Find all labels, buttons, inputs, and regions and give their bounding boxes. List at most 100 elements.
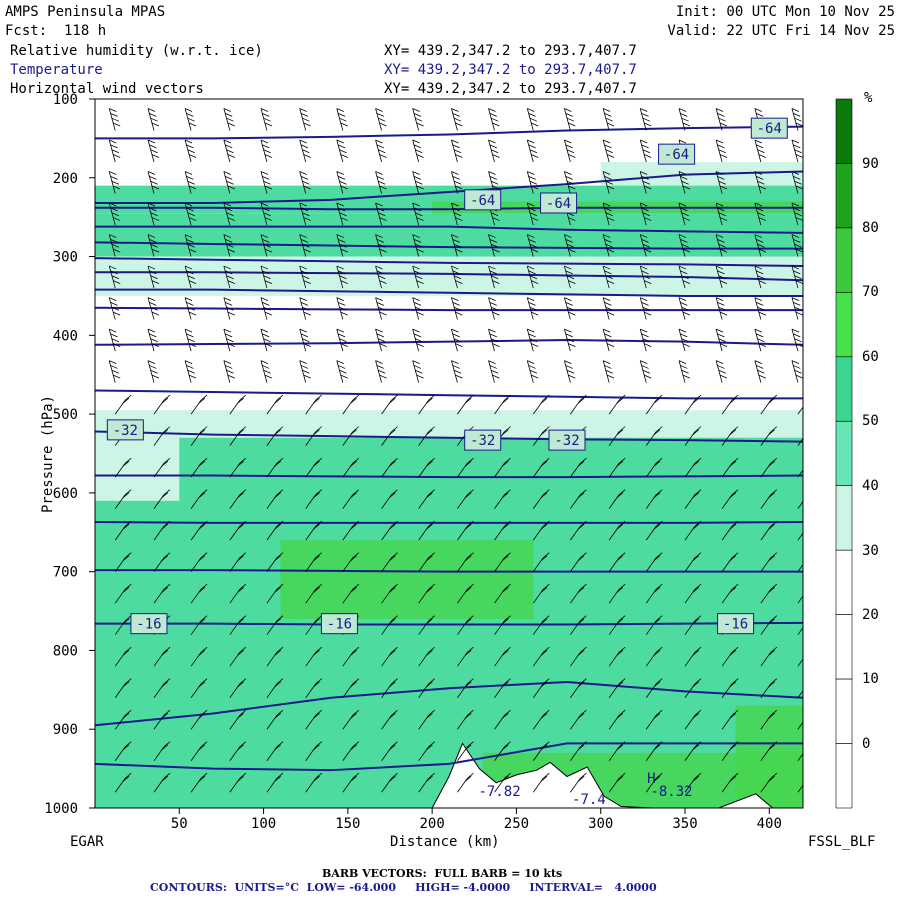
wind-barb-feather <box>644 122 652 127</box>
wind-barb-feather <box>110 270 118 275</box>
wind-barb-feather <box>315 457 322 464</box>
wind-barb-feather <box>793 302 801 306</box>
wind-barb-feather <box>260 202 269 207</box>
wind-barb-feather <box>109 77 116 80</box>
wind-barb <box>184 139 192 163</box>
wind-barb-feather <box>276 457 284 464</box>
wind-barb-feather <box>122 460 130 467</box>
wind-barb-feather <box>225 333 233 338</box>
wind-barb-feather <box>792 77 799 80</box>
wind-barb-feather <box>150 212 158 217</box>
wind-barb-feather <box>543 583 550 590</box>
wind-barb-feather <box>350 397 357 404</box>
wind-barb-feather <box>260 108 269 112</box>
plot-frame <box>94 98 804 809</box>
wind-barb-feather <box>300 112 309 117</box>
wind-barb-feather <box>791 108 800 112</box>
isotherm-line <box>95 206 803 211</box>
wind-barb <box>451 139 458 163</box>
wind-barb-feather <box>467 709 474 716</box>
wind-barb-feather <box>717 270 725 275</box>
wind-barb-feather <box>794 243 802 248</box>
wind-barb-feather <box>186 239 194 243</box>
isotherm-line <box>95 474 803 479</box>
wind-barb-feather <box>415 180 423 185</box>
wind-barb-feather <box>451 297 459 301</box>
wind-barb <box>678 297 686 320</box>
wind-barb-feather <box>340 248 348 253</box>
wind-barb-feather <box>239 646 247 653</box>
wind-barb-feather <box>580 615 587 621</box>
wind-barb-feather <box>264 280 273 284</box>
wind-barb-feather <box>564 234 572 238</box>
wind-barb-feather <box>300 302 309 306</box>
wind-barb-feather <box>416 185 424 190</box>
wind-barb-feather <box>718 149 726 154</box>
wind-barb-feather <box>264 154 273 158</box>
contour-label-box <box>320 613 358 635</box>
wind-barb-feather <box>412 234 420 238</box>
wind-barb-feather <box>227 217 235 221</box>
wind-barb <box>602 108 610 131</box>
wind-barb-feather <box>756 82 763 85</box>
isotherm-line <box>95 521 803 524</box>
wind-barb-feather <box>352 772 360 779</box>
wind-barb-feather <box>302 212 310 217</box>
wind-barb-feather <box>452 333 460 338</box>
wind-barb-feather <box>428 678 435 685</box>
wind-barb-feather <box>768 618 775 625</box>
wind-barb-feather <box>161 744 169 751</box>
wind-barb-feather <box>455 248 463 253</box>
wind-barb-feather <box>642 117 651 122</box>
wind-barb-feather <box>719 217 728 221</box>
wind-barb-feather <box>682 248 691 253</box>
x-tick-label: 250 <box>504 816 529 832</box>
wind-barb-feather <box>111 369 120 374</box>
wind-barb-feather <box>389 776 396 782</box>
field-temp-xy: XY= 439.2,347.2 to 293.7,407.7 <box>384 62 637 78</box>
wind-barb-feather <box>184 360 193 364</box>
wind-barb-feather <box>264 122 273 127</box>
wind-barb-feather <box>412 328 420 333</box>
wind-barb-feather <box>239 520 247 527</box>
wind-barb-feather <box>452 207 460 212</box>
wind-barb-feather <box>455 311 463 316</box>
wind-barb <box>563 139 571 163</box>
wind-barb-feather <box>184 171 193 175</box>
wind-barb-feather <box>529 149 538 154</box>
wind-barb-feather <box>184 234 193 238</box>
wind-barb <box>715 234 723 257</box>
wind-barb-feather <box>640 77 647 80</box>
wind-barb-feather <box>529 243 538 248</box>
wind-barb-feather <box>184 202 193 207</box>
wind-barb-feather <box>605 306 613 311</box>
wind-barb-feather <box>186 302 194 306</box>
wind-barb-feather <box>454 87 461 90</box>
wind-barb-feather <box>188 374 197 379</box>
wind-barb-feather <box>580 678 587 685</box>
wind-barb-feather <box>680 82 687 85</box>
wind-barb-feather <box>313 586 320 593</box>
wind-barb-feather <box>375 328 383 333</box>
wind-barb-feather <box>111 212 120 217</box>
wind-barb-feather <box>602 234 611 238</box>
wind-barb-feather <box>580 583 587 590</box>
y-tick-label: 500 <box>53 407 78 423</box>
wind-barb-feather <box>455 374 463 379</box>
wind-barb <box>563 297 571 320</box>
wind-barb-feather <box>455 154 463 158</box>
wind-barb <box>412 234 420 257</box>
wind-barb-feather <box>580 394 587 401</box>
wind-barb-feather <box>731 772 739 779</box>
wind-barb-feather <box>187 243 195 248</box>
wind-barb-feather <box>260 360 269 364</box>
wind-barb-feather <box>731 552 739 558</box>
wind-barb-feather <box>161 681 169 688</box>
wind-barb <box>791 265 799 289</box>
wind-barb-feather <box>808 584 814 589</box>
wind-barb-feather <box>113 154 121 158</box>
wind-barb-feather <box>492 92 499 95</box>
wind-barb-feather <box>262 112 270 117</box>
wind-barb-feather <box>336 234 344 238</box>
